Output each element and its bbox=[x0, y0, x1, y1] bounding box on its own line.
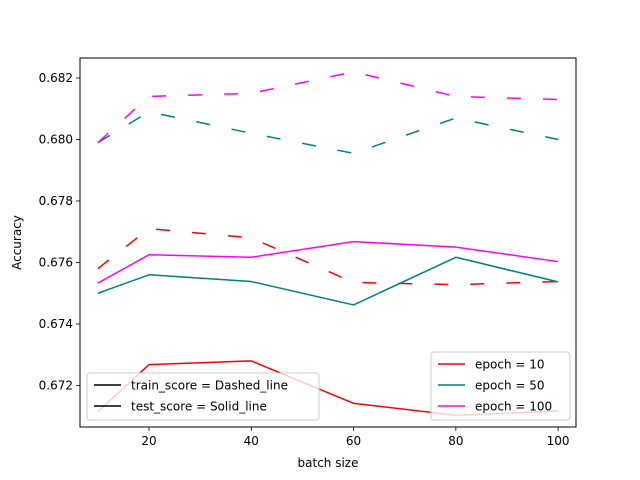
y-tick-label: 0.676 bbox=[39, 255, 73, 269]
y-tick-label: 0.682 bbox=[39, 71, 73, 85]
y-tick-label: 0.680 bbox=[39, 132, 73, 146]
series-line-train-epoch-10 bbox=[97, 227, 559, 286]
y-axis-label: Accuracy bbox=[10, 215, 24, 270]
legend-epoch-label: epoch = 10 bbox=[475, 358, 545, 372]
y-tick-label: 0.672 bbox=[39, 378, 73, 392]
x-tick-label: 100 bbox=[547, 434, 570, 448]
x-tick-label: 80 bbox=[448, 434, 463, 448]
legend-style-label: test_score = Solid_line bbox=[131, 400, 267, 414]
legend-style-label: train_score = Dashed_line bbox=[131, 379, 288, 393]
series-line-test-epoch-100 bbox=[97, 240, 559, 284]
x-axis: 20 40 60 80 100 bbox=[141, 427, 570, 448]
legend-epoch-label: epoch = 100 bbox=[475, 400, 552, 414]
plot-frame bbox=[79, 57, 577, 428]
series-line-test-epoch-50 bbox=[97, 256, 559, 306]
legend-epoch-label: epoch = 50 bbox=[475, 379, 545, 393]
legend-line-style: train_score = Dashed_line test_score = So… bbox=[86, 372, 320, 421]
y-tick-label: 0.674 bbox=[39, 317, 73, 331]
x-tick-label: 60 bbox=[346, 434, 361, 448]
y-tick-label: 0.678 bbox=[39, 194, 73, 208]
legend-epoch-box bbox=[430, 351, 571, 421]
x-axis-label: batch size bbox=[298, 456, 359, 470]
legend-style-box bbox=[86, 372, 320, 421]
series-line-train-epoch-100 bbox=[97, 71, 559, 144]
y-axis: 0.672 0.674 0.676 0.678 0.680 0.682 bbox=[39, 71, 80, 392]
series-line-train-epoch-50 bbox=[97, 111, 559, 155]
legend-epochs: epoch = 10 epoch = 50 epoch = 100 bbox=[430, 351, 571, 421]
x-tick-label: 20 bbox=[141, 434, 156, 448]
x-tick-label: 40 bbox=[244, 434, 259, 448]
